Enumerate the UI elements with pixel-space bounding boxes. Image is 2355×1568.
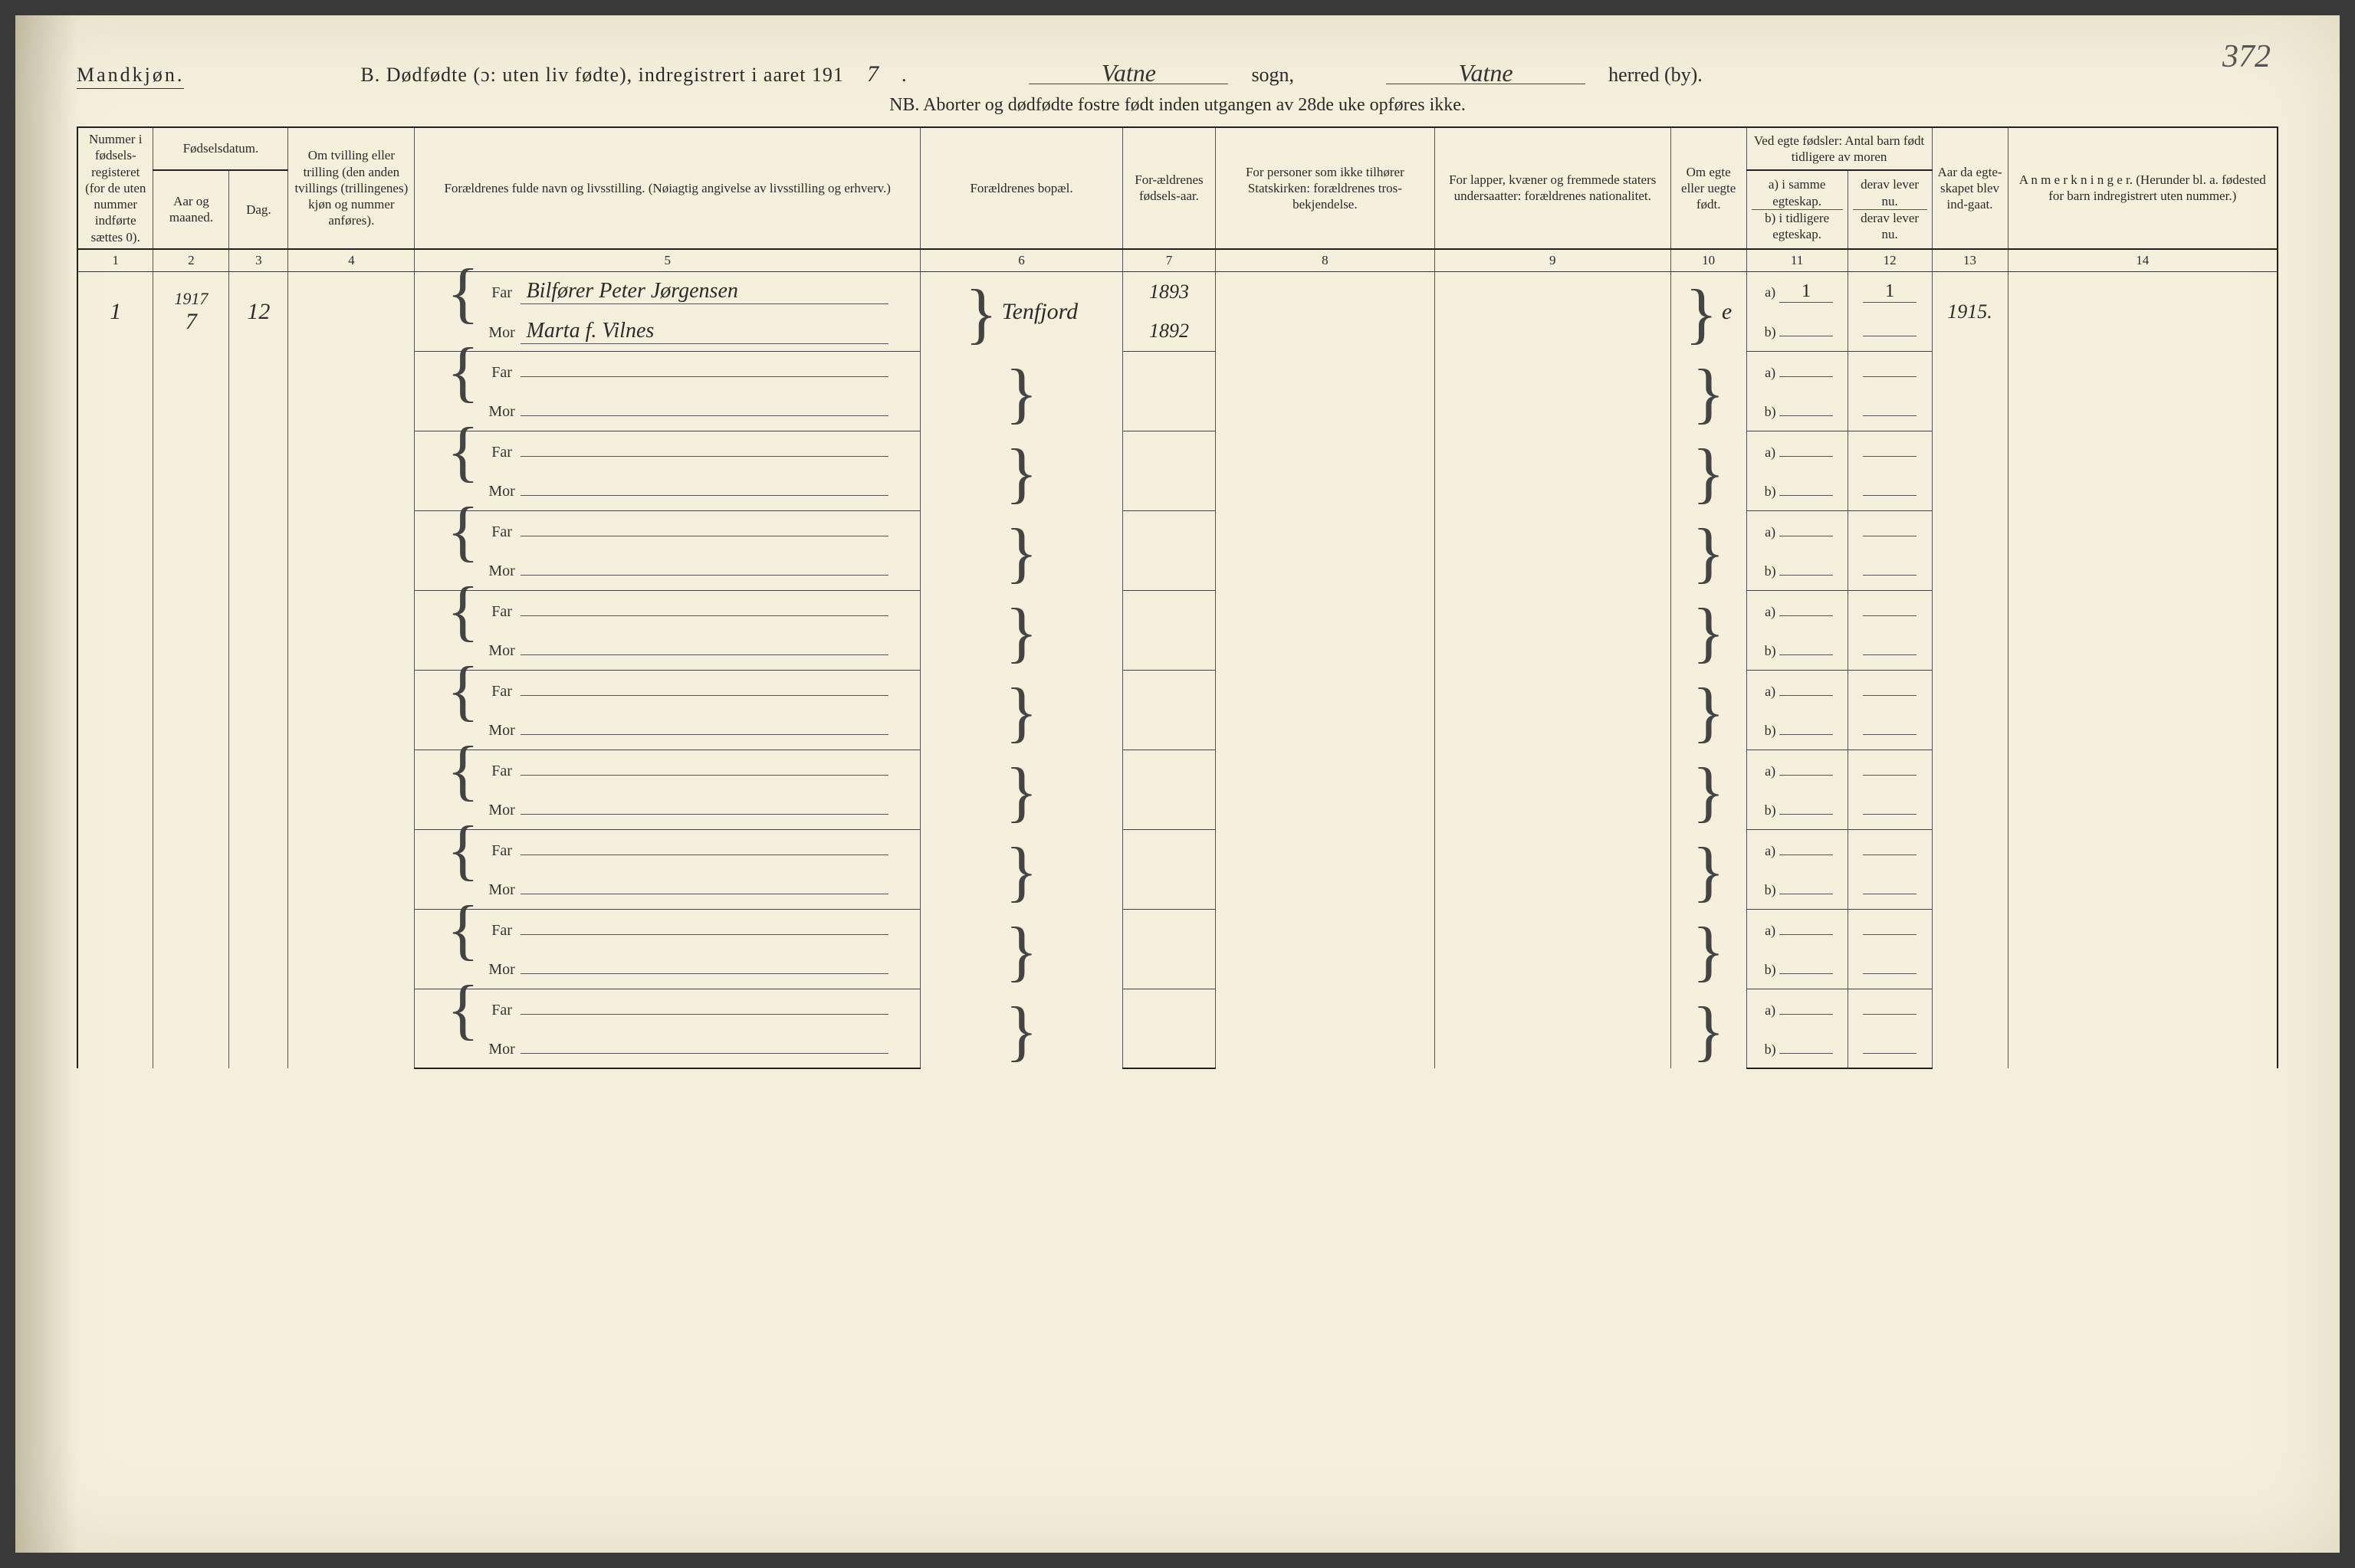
herred-label: herred (by).	[1608, 64, 1703, 87]
col-7: For-ældrenes fødsels-aar.	[1122, 127, 1215, 249]
col-1: Nummer i fødsels-registeret (for de uten…	[77, 127, 153, 249]
col-2b: Dag.	[229, 170, 288, 249]
sogn-value: Vatne	[1029, 64, 1228, 84]
entry-row-far: { Far} } a)	[77, 829, 2278, 869]
sogn-label: sogn,	[1251, 64, 1294, 87]
entry-row-far: { Far} } a)	[77, 750, 2278, 789]
gender-label: Mandkjøn.	[77, 64, 184, 89]
title-prefix: B. Dødfødte (ɔ: uten liv fødte), indregi…	[360, 64, 844, 87]
col-10: Om egte eller uegte født.	[1670, 127, 1746, 249]
register-page: 372 Mandkjøn. B. Dødfødte (ɔ: uten liv f…	[15, 15, 2340, 1553]
col-11a: a) i samme egteskap. b) i tidligere egte…	[1746, 170, 1848, 249]
entry-row-far: { Far} } a)	[77, 590, 2278, 630]
col-14: A n m e r k n i n g e r. (Herunder bl. a…	[2008, 127, 2278, 249]
col-11-top: Ved egte fødsler: Antal barn født tidlig…	[1746, 127, 1932, 170]
col-5: Forældrenes fulde navn og livsstilling. …	[415, 127, 921, 249]
entries-body: 11917712{ FarBilfører Peter Jørgensen} T…	[77, 271, 2278, 1068]
col-9: For lapper, kvæner og fremmede staters u…	[1434, 127, 1670, 249]
table-header: Nummer i fødsels-registeret (for de uten…	[77, 127, 2278, 249]
entry-row-far: { Far} } a)	[77, 909, 2278, 949]
period: .	[902, 64, 907, 87]
header-line: Mandkjøn. B. Dødfødte (ɔ: uten liv fødte…	[77, 61, 2278, 89]
register-table: Nummer i fødsels-registeret (for de uten…	[77, 126, 2278, 1069]
col-13: Aar da egte-skapet blev ind-gaat.	[1932, 127, 2008, 249]
entry-row-far: { Far} } a)	[77, 510, 2278, 550]
herred-value: Vatne	[1386, 64, 1585, 84]
col-2a: Aar og maaned.	[153, 170, 229, 249]
col-12: derav lever nu. derav lever nu.	[1848, 170, 1932, 249]
column-numbers: 1 2 3 4 5 6 7 8 9 10 11 12 13 14	[77, 249, 2278, 272]
entry-row-far: 11917712{ FarBilfører Peter Jørgensen} T…	[77, 271, 2278, 311]
col-4: Om tvilling eller trilling (den anden tv…	[288, 127, 415, 249]
entry-row-far: { Far} } a)	[77, 989, 2278, 1028]
col-6: Forældrenes bopæl.	[921, 127, 1123, 249]
entry-row-far: { Far} } a)	[77, 351, 2278, 391]
year-digit: 7	[867, 61, 879, 87]
col-2-top: Fødselsdatum.	[153, 127, 288, 170]
col-8: For personer som ikke tilhører Statskirk…	[1215, 127, 1434, 249]
entry-row-far: { Far} } a)	[77, 670, 2278, 710]
nb-line: NB. Aborter og dødfødte fostre født inde…	[77, 95, 2278, 116]
entry-row-far: { Far} } a)	[77, 431, 2278, 471]
page-number: 372	[2222, 38, 2271, 75]
